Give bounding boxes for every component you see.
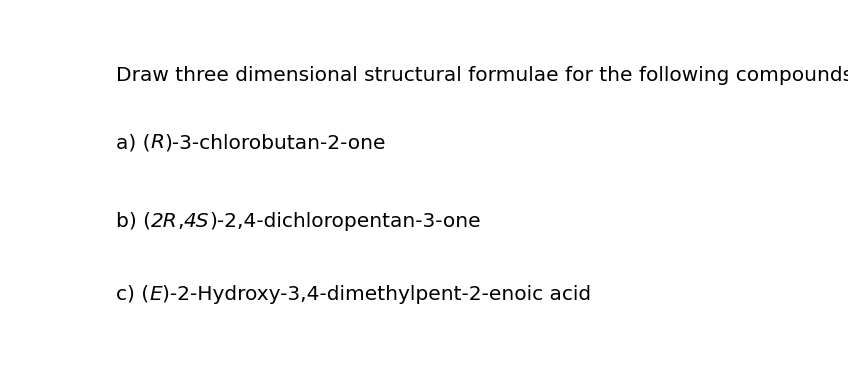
Text: 2R: 2R	[151, 212, 177, 231]
Text: b) (: b) (	[116, 212, 151, 231]
Text: )-2-Hydroxy-3,4-dimethylpent-2-enoic acid: )-2-Hydroxy-3,4-dimethylpent-2-enoic aci…	[162, 285, 591, 304]
Text: a) (: a) (	[116, 133, 150, 152]
Text: Draw three dimensional structural formulae for the following compounds:: Draw three dimensional structural formul…	[116, 66, 848, 85]
Text: )-2,4-dichloropentan-3-one: )-2,4-dichloropentan-3-one	[209, 212, 481, 231]
Text: )-3-chlorobutan-2-one: )-3-chlorobutan-2-one	[165, 133, 386, 152]
Text: 4S: 4S	[184, 212, 209, 231]
Text: c) (: c) (	[116, 285, 149, 304]
Text: E: E	[149, 285, 162, 304]
Text: ,: ,	[177, 212, 184, 231]
Text: R: R	[150, 133, 165, 152]
